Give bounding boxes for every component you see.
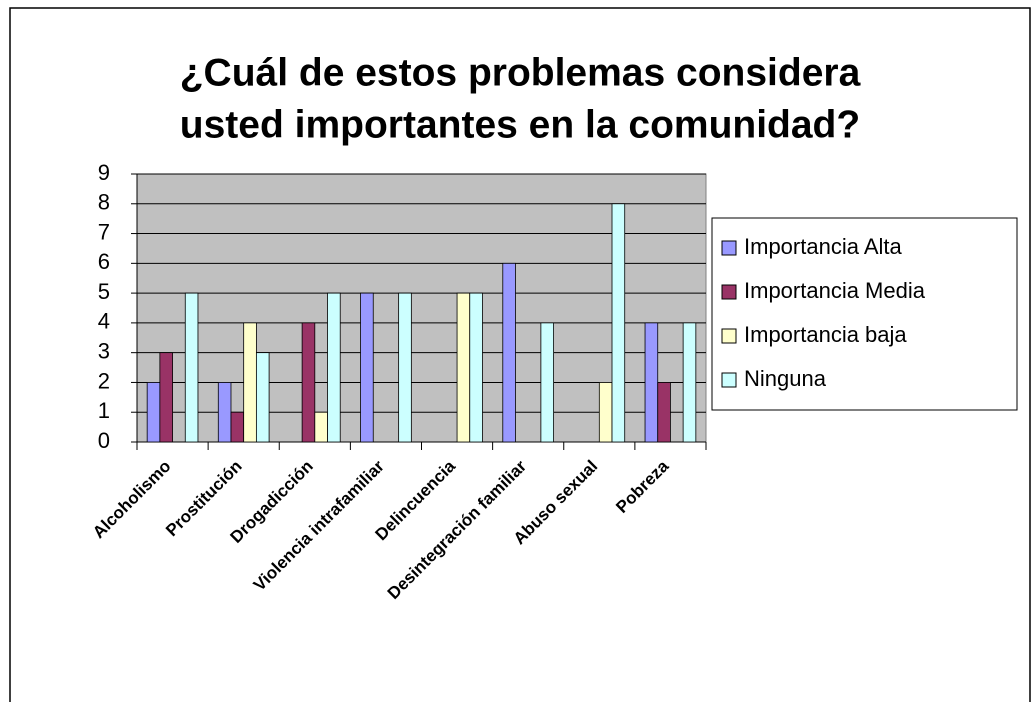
legend-label: Importancia baja <box>744 322 907 347</box>
y-tick-label: 2 <box>98 368 110 393</box>
bar <box>243 322 257 443</box>
bar <box>657 382 671 443</box>
y-tick-label: 0 <box>98 428 110 453</box>
bar <box>398 292 412 443</box>
legend-label: Importancia Alta <box>744 234 903 259</box>
legend-swatch <box>721 240 737 256</box>
bar <box>540 322 554 443</box>
bar <box>598 382 613 443</box>
y-tick-label: 6 <box>98 249 110 274</box>
bar <box>456 292 471 443</box>
bar <box>255 352 270 443</box>
x-tick-label: Pobreza <box>612 456 673 517</box>
legend-swatch <box>721 284 737 300</box>
bar <box>644 322 659 443</box>
legend-label: Importancia Media <box>744 278 926 303</box>
x-tick-label: Violencia intrafamiliar <box>250 456 388 594</box>
bar <box>327 292 341 443</box>
chart-title: ¿Cuál de estos problemas considera <box>180 51 861 94</box>
bar <box>502 262 516 443</box>
legend-swatch <box>721 328 737 344</box>
bar <box>682 322 697 443</box>
y-tick-label: 9 <box>98 160 110 185</box>
bar <box>217 382 232 443</box>
bar <box>184 292 199 443</box>
bar <box>360 292 374 443</box>
y-tick-label: 7 <box>98 219 110 244</box>
legend <box>711 217 1018 411</box>
y-tick-label: 8 <box>98 190 110 215</box>
chart-frame <box>9 7 1031 702</box>
bar <box>230 411 245 443</box>
bar <box>146 382 161 443</box>
chart-title: usted importantes en la comunidad? <box>180 103 860 146</box>
bar <box>611 203 626 443</box>
bar <box>301 322 316 443</box>
legend-label: Ninguna <box>744 366 827 391</box>
y-tick-label: 1 <box>98 398 110 423</box>
x-tick-label: Alcoholismo <box>89 457 175 543</box>
bar <box>314 411 328 443</box>
y-tick-label: 3 <box>98 338 110 363</box>
bar <box>469 292 483 443</box>
legend-swatch <box>721 372 737 388</box>
x-tick-label: Desintegración familiar <box>384 456 531 603</box>
bar <box>159 352 173 443</box>
y-tick-label: 4 <box>98 309 110 334</box>
y-tick-label: 5 <box>98 279 110 304</box>
